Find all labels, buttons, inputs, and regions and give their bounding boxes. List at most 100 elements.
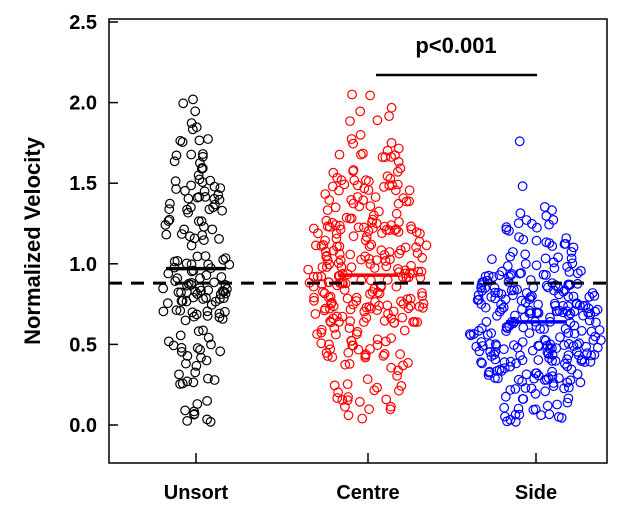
data-point <box>193 400 202 409</box>
data-point <box>159 284 168 293</box>
data-point <box>200 236 209 245</box>
data-point <box>382 262 391 271</box>
data-point <box>329 182 338 191</box>
data-point <box>366 91 375 100</box>
data-point <box>344 411 353 420</box>
data-point <box>335 150 344 159</box>
data-point <box>321 190 330 199</box>
data-point <box>176 331 185 340</box>
data-point <box>385 112 394 121</box>
data-point <box>356 398 365 407</box>
data-point <box>413 249 422 258</box>
data-point <box>225 260 234 269</box>
data-point <box>541 387 550 396</box>
data-point <box>164 299 173 308</box>
data-point <box>383 301 392 310</box>
data-point <box>560 341 569 350</box>
data-point <box>193 252 202 261</box>
data-point <box>394 180 403 189</box>
x-tick-label: Side <box>515 482 557 504</box>
data-point <box>543 401 552 410</box>
data-point <box>195 136 204 145</box>
data-point <box>519 395 528 404</box>
data-point <box>343 380 352 389</box>
data-point <box>537 411 546 420</box>
data-point <box>373 341 382 350</box>
data-point <box>215 235 224 244</box>
y-tick-label: 2.0 <box>69 93 97 115</box>
data-point <box>500 403 509 412</box>
data-point <box>371 193 380 202</box>
data-point <box>392 209 401 218</box>
data-point <box>187 241 196 250</box>
p-value-annotation: p<0.001 <box>415 33 496 58</box>
data-point <box>556 333 565 342</box>
data-point <box>534 356 543 365</box>
data-point <box>541 254 550 263</box>
data-point <box>201 252 210 261</box>
data-point <box>518 338 527 347</box>
data-point <box>394 199 403 208</box>
data-point <box>346 250 355 259</box>
data-point <box>365 177 374 186</box>
data-point <box>348 90 357 99</box>
data-point <box>373 116 382 125</box>
data-point <box>181 316 190 325</box>
y-tick-label: 1.5 <box>69 173 97 195</box>
data-points <box>159 90 605 426</box>
data-point <box>396 350 405 359</box>
data-point <box>189 95 198 104</box>
data-point <box>346 117 355 126</box>
data-point <box>399 361 408 370</box>
y-tick-label: 2.5 <box>69 12 97 34</box>
data-point <box>521 250 530 259</box>
data-point <box>418 253 427 262</box>
data-point <box>545 410 554 419</box>
data-point <box>331 203 340 212</box>
data-point <box>518 305 527 314</box>
data-point <box>363 375 372 384</box>
data-point <box>387 103 396 112</box>
data-point <box>416 229 425 238</box>
data-point <box>488 255 497 264</box>
data-point <box>405 186 414 195</box>
data-point <box>518 182 527 191</box>
data-point <box>565 268 574 277</box>
data-point <box>159 307 168 316</box>
data-point <box>400 326 409 335</box>
data-point <box>516 209 525 218</box>
data-point <box>191 107 200 116</box>
data-point <box>199 295 208 304</box>
data-point <box>208 225 217 234</box>
data-point <box>200 223 209 232</box>
data-point <box>593 305 602 314</box>
data-point <box>522 260 531 269</box>
data-point <box>210 182 219 191</box>
data-point <box>216 347 225 356</box>
data-point <box>175 370 184 379</box>
data-point <box>210 278 219 287</box>
data-point <box>416 273 425 282</box>
data-point <box>525 329 534 338</box>
data-point <box>189 378 198 387</box>
data-point <box>358 414 367 423</box>
data-point <box>181 187 190 196</box>
data-point <box>532 236 541 245</box>
data-point <box>183 417 192 426</box>
data-point <box>343 294 352 303</box>
data-point <box>504 262 513 271</box>
data-point <box>398 313 407 322</box>
data-point <box>553 400 562 409</box>
data-point <box>187 150 196 159</box>
data-point <box>182 359 191 368</box>
data-point <box>203 397 212 406</box>
data-point <box>166 199 175 208</box>
data-point <box>500 345 509 354</box>
data-point <box>204 135 213 144</box>
data-point <box>529 346 538 355</box>
data-point <box>181 406 190 415</box>
data-point <box>311 310 320 319</box>
x-tick-label: Centre <box>336 482 399 504</box>
data-point <box>550 264 559 273</box>
